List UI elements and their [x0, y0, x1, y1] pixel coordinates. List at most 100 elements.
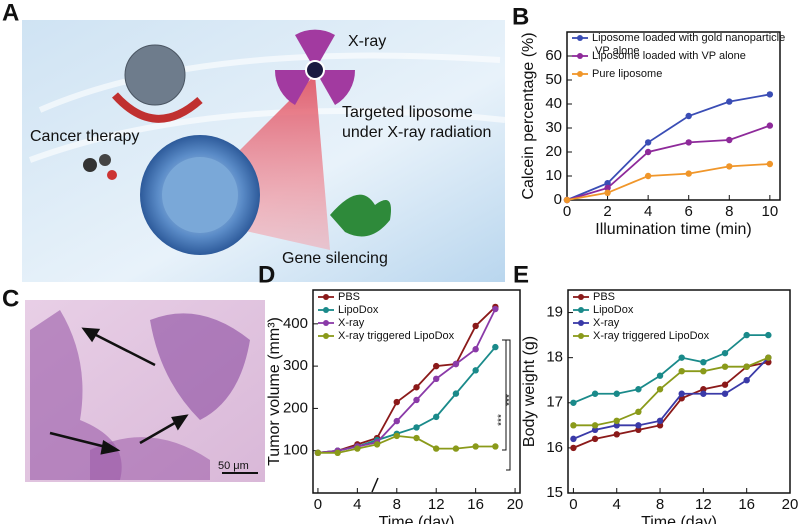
data-point	[570, 435, 577, 443]
data-point	[452, 445, 460, 452]
data-point	[393, 417, 400, 425]
data-point	[766, 160, 774, 168]
legend-marker	[323, 320, 329, 326]
y-tick-label: 19	[546, 304, 563, 321]
text-targeted: under X-ray radiation	[342, 124, 491, 141]
liposome-core	[162, 157, 238, 233]
data-point	[433, 375, 440, 383]
significance: ***	[497, 414, 508, 426]
plot-frame	[566, 31, 781, 201]
y-axis-title: Tumor volume (mm³)	[266, 317, 283, 466]
y-tick-label: 10	[545, 167, 562, 184]
data-point	[452, 390, 460, 397]
legend-label: Liposome loaded with gold nanoparticle V…	[592, 32, 785, 57]
data-point	[656, 372, 664, 379]
data-point	[644, 139, 652, 146]
x-tick-label: 6	[685, 203, 693, 220]
data-point	[700, 386, 707, 393]
legend-label: X-ray triggered LipoDox	[593, 330, 710, 342]
data-point	[413, 434, 420, 442]
data-point	[700, 358, 707, 366]
data-point	[393, 432, 400, 440]
data-point	[472, 346, 479, 353]
data-point	[472, 367, 479, 374]
data-point	[635, 422, 642, 429]
y-tick-label: 15	[546, 484, 563, 501]
data-point	[635, 386, 642, 393]
data-point	[644, 148, 652, 156]
series-line	[573, 357, 769, 440]
data-point	[656, 417, 664, 425]
series-line	[573, 334, 769, 404]
text-therapy: Cancer therapy	[30, 128, 139, 145]
data-point	[433, 362, 440, 370]
data-point	[721, 349, 729, 357]
data-point	[452, 360, 460, 368]
legend-marker	[578, 294, 584, 300]
x-tick-label: 4	[644, 203, 652, 220]
data-point	[604, 184, 611, 192]
panel-a: X-ray Targeted liposome under X-ray radi…	[2, 0, 506, 282]
significance-bracket	[506, 339, 511, 471]
series-line	[317, 434, 496, 454]
data-point	[656, 386, 664, 393]
x-axis-title: Time (day)	[641, 514, 717, 524]
data-point	[726, 136, 733, 144]
data-point	[685, 112, 692, 120]
legend-marker	[578, 333, 584, 339]
panel-label: B	[512, 3, 529, 30]
data-point	[570, 399, 577, 406]
legend-label: Liposome loaded with VP alone	[592, 50, 746, 62]
data-point	[700, 390, 707, 397]
data-point	[721, 381, 729, 388]
legend-label: X-ray	[338, 317, 365, 329]
arrows	[49, 327, 189, 455]
x-tick-label: 2	[603, 203, 611, 220]
plot-frame	[567, 289, 791, 494]
data-point	[685, 139, 692, 146]
data-point	[334, 449, 341, 457]
y-axis-title: Body weight (g)	[521, 336, 538, 447]
series-line	[566, 93, 771, 201]
x-tick-label: 12	[695, 496, 712, 513]
data-point	[726, 98, 733, 105]
panel-label: D	[258, 261, 275, 288]
legend-marker	[323, 333, 329, 339]
x-tick-label: 16	[738, 496, 755, 513]
series-line	[566, 163, 770, 201]
data-point	[743, 363, 750, 370]
series-line	[317, 308, 497, 454]
data-point	[492, 305, 499, 313]
y-tick-label: 0	[554, 191, 562, 208]
x-tick-label: 0	[569, 496, 577, 513]
panel-label: A	[2, 0, 19, 26]
data-point	[743, 377, 750, 384]
y-tick-label: 20	[545, 143, 562, 160]
data-point	[678, 368, 685, 375]
data-point	[433, 445, 440, 452]
y-tick-label: 200	[283, 399, 308, 416]
y-tick-label: 50	[545, 71, 562, 88]
data-point	[700, 368, 707, 375]
data-point	[635, 408, 642, 415]
data-point	[613, 422, 620, 429]
data-point	[591, 422, 599, 429]
y-tick-label: 100	[283, 442, 308, 459]
series-line	[566, 124, 771, 201]
data-point	[766, 122, 774, 129]
data-point	[354, 445, 361, 452]
data-point	[635, 426, 642, 434]
legend-marker	[323, 294, 329, 300]
data-point	[656, 422, 664, 429]
data-point	[591, 390, 599, 397]
data-point	[472, 322, 479, 330]
data-point	[644, 172, 652, 180]
data-point	[591, 426, 599, 434]
x-axis-title: Time (day)	[379, 514, 455, 524]
data-point	[613, 431, 620, 438]
data-point	[393, 398, 400, 406]
legend-marker	[578, 307, 584, 313]
panel-c: 50 μm C	[2, 285, 265, 482]
data-point	[604, 189, 611, 196]
y-tick-label: 400	[283, 315, 308, 332]
